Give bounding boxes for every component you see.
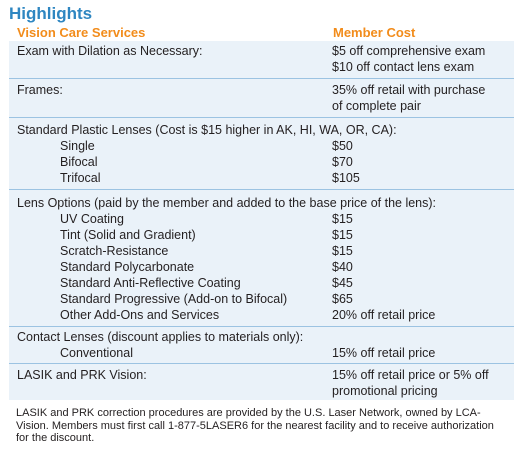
option-item-cost: $15 <box>332 228 353 242</box>
option-item-cost: $15 <box>332 244 353 258</box>
row-divider <box>9 189 514 190</box>
option-item-name: Tint (Solid and Gradient) <box>60 228 196 242</box>
exam-cost-1: $5 off comprehensive exam <box>332 44 486 58</box>
lenses-label: Standard Plastic Lenses (Cost is $15 hig… <box>17 123 397 137</box>
option-item-name: UV Coating <box>60 212 124 226</box>
lasik-cost-1: 15% off retail price or 5% off <box>332 368 489 382</box>
contacts-item-name: Conventional <box>60 346 133 360</box>
benefits-table: Exam with Dilation as Necessary: $5 off … <box>9 41 514 400</box>
row-divider <box>9 78 514 79</box>
options-label: Lens Options (paid by the member and add… <box>17 196 437 210</box>
option-item-name: Standard Progressive (Add-on to Bifocal) <box>60 292 288 306</box>
row-divider <box>9 326 514 327</box>
contacts-label: Contact Lenses (discount applies to mate… <box>17 330 304 344</box>
lens-item-name: Single <box>60 139 95 153</box>
footnote: LASIK and PRK correction procedures are … <box>16 407 494 444</box>
lasik-cost-2: promotional pricing <box>332 384 438 398</box>
option-item-cost: $15 <box>332 212 353 226</box>
row-divider <box>9 363 514 364</box>
frames-label: Frames: <box>17 83 63 97</box>
exam-label: Exam with Dilation as Necessary: <box>17 44 203 58</box>
row-divider <box>9 117 514 118</box>
option-item-name: Other Add-Ons and Services <box>60 308 220 322</box>
exam-cost-2: $10 off contact lens exam <box>332 60 475 74</box>
contacts-item-cost: 15% off retail price <box>332 346 436 360</box>
lens-item-cost: $105 <box>332 171 360 185</box>
option-item-cost: $45 <box>332 276 353 290</box>
lens-item-cost: $50 <box>332 139 353 153</box>
lasik-label: LASIK and PRK Vision: <box>17 368 147 382</box>
page-title: Highlights <box>9 4 93 23</box>
lens-item-name: Bifocal <box>60 155 98 169</box>
option-item-name: Standard Anti-Reflective Coating <box>60 276 241 290</box>
frames-cost-2: of complete pair <box>332 99 421 113</box>
frames-cost-1: 35% off retail with purchase <box>332 83 486 97</box>
services-column-header: Vision Care Services <box>17 25 146 40</box>
option-item-cost: 20% off retail price <box>332 308 436 322</box>
option-item-cost: $40 <box>332 260 353 274</box>
option-item-cost: $65 <box>332 292 353 306</box>
cost-column-header: Member Cost <box>333 25 416 40</box>
lens-item-cost: $70 <box>332 155 353 169</box>
lens-item-name: Trifocal <box>60 171 101 185</box>
option-item-name: Standard Polycarbonate <box>60 260 195 274</box>
option-item-name: Scratch-Resistance <box>60 244 169 258</box>
